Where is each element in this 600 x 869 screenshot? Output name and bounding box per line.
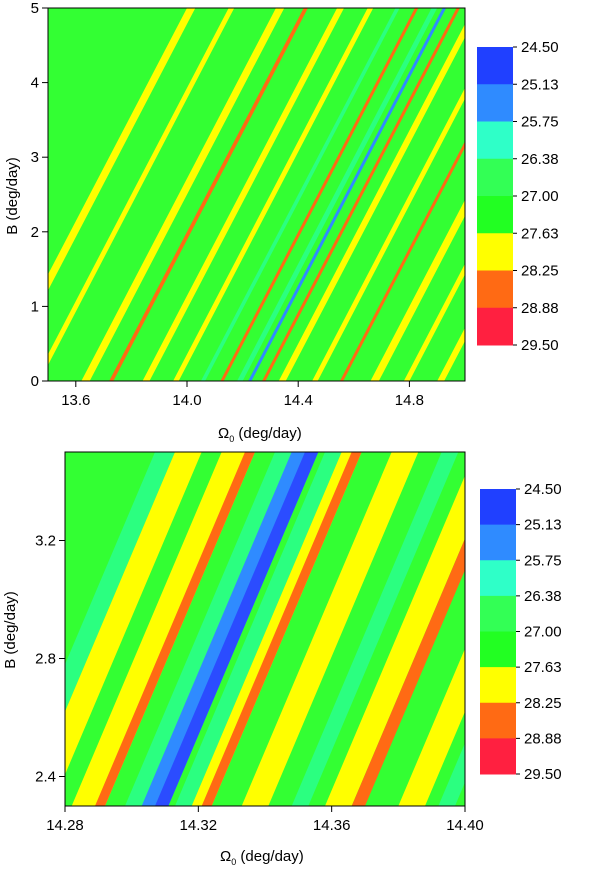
contour-band-14	[437, 327, 465, 381]
contour-band-5	[220, 8, 419, 381]
legend-level-label: 25.75	[524, 552, 562, 569]
legend-swatch	[477, 307, 513, 346]
bottom-plot-frame	[64, 451, 466, 807]
contour-band-7	[248, 8, 447, 381]
top-contour-panel: 13.6 14.0 14.4 14.8 0 1 2 3 4 5 Ω0 (deg/day) B (…	[4, 0, 559, 444]
contour-band-12	[370, 199, 465, 381]
legend-level-label: 28.25	[524, 695, 562, 712]
legend-level-label: 25.13	[524, 517, 562, 534]
legend-swatch	[480, 524, 516, 561]
x-tick-label: 13.6	[61, 392, 90, 409]
legend-swatch	[477, 158, 513, 197]
y-tick-label: 5	[31, 0, 39, 17]
contour-band-12	[325, 475, 465, 806]
contour-band-11	[291, 452, 459, 806]
legend-level-label: 25.75	[521, 114, 559, 131]
legend-swatch	[480, 489, 516, 526]
y-tick-label: 3.2	[35, 533, 56, 550]
legend-level-label: 27.00	[521, 188, 559, 205]
contour-band-11	[339, 141, 465, 381]
x-tick-label: 14.4	[284, 392, 313, 409]
contour-band-6	[155, 452, 319, 806]
top-contour-bands	[48, 8, 465, 381]
legend-level-label: 27.63	[521, 225, 559, 242]
legend-swatch	[480, 738, 516, 775]
legend-swatch	[480, 702, 516, 739]
legend-level-label: 28.88	[524, 730, 562, 747]
contour-band-13	[351, 538, 465, 806]
x-tick-label: 14.36	[313, 817, 351, 834]
legend-level-label: 28.88	[521, 300, 559, 317]
bottom-y-axis-label: B (deg/day)	[2, 591, 19, 669]
legend-level-label: 26.38	[521, 151, 559, 168]
bottom-contour-bands	[65, 452, 465, 806]
contour-band-1	[65, 452, 202, 775]
legend-swatch	[477, 121, 513, 160]
contour-band-1	[109, 8, 308, 381]
contour-band-14	[398, 648, 465, 806]
legend-level-label: 27.63	[524, 659, 562, 676]
y-tick-label: 1	[31, 298, 39, 315]
contour-band-6	[237, 8, 438, 381]
contour-band-13	[403, 263, 465, 381]
y-tick-label: 0	[31, 373, 39, 390]
legend-level-label: 29.50	[524, 766, 562, 783]
legend-swatch	[477, 47, 513, 85]
legend-swatch	[477, 233, 513, 271]
x-tick-label: 14.28	[46, 817, 84, 834]
y-tick-label: 2.4	[35, 769, 56, 786]
y-tick-label: 2.8	[35, 651, 56, 668]
top-y-axis-ticks: 0 1 2 3 4 5	[31, 0, 48, 390]
contour-band-8	[262, 8, 460, 381]
legend-level-label: 24.50	[521, 39, 559, 56]
contour-band-0	[81, 8, 285, 381]
legend-level-label: 29.50	[521, 337, 559, 354]
contour-band-7	[175, 452, 342, 806]
x-tick-label: 14.8	[395, 392, 424, 409]
contour-band-4	[125, 452, 295, 806]
bottom-y-axis-ticks: 2.4 2.8 3.2	[35, 533, 65, 786]
contour-band-16	[48, 8, 196, 291]
x-tick-label: 14.40	[446, 817, 484, 834]
legend-level-label: 25.13	[521, 76, 559, 93]
contour-band-4	[200, 8, 400, 381]
top-plot-frame	[47, 7, 466, 382]
top-x-axis-label: Ω0 (deg/day)	[218, 425, 302, 444]
top-color-legend: 24.50 25.13 25.75 26.38 27.00 27.63 28.25 28.88…	[477, 39, 559, 354]
contour-band-15	[438, 743, 465, 806]
y-tick-label: 4	[31, 75, 39, 92]
legend-swatch	[480, 560, 516, 597]
bottom-x-axis-ticks: 14.28 14.32 14.36 14.40	[46, 806, 484, 834]
legend-swatch	[480, 631, 516, 668]
x-tick-label: 14.0	[172, 392, 201, 409]
contour-band-10	[312, 87, 465, 381]
bottom-contour-panel: 14.28 14.32 14.36 14.40 2.4 2.8 3.2 Ω0 (deg/d…	[2, 451, 562, 867]
top-x-axis-ticks: 13.6 14.0 14.4 14.8	[61, 381, 424, 409]
x-tick-label: 14.32	[180, 817, 218, 834]
legend-swatch	[477, 196, 513, 234]
y-tick-label: 2	[31, 224, 39, 241]
legend-level-label: 27.00	[524, 624, 562, 641]
contour-band-9	[201, 452, 362, 806]
contour-band-3	[173, 8, 374, 381]
contour-band-3	[95, 452, 255, 806]
contour-band-15	[48, 8, 235, 366]
contour-band-2	[142, 8, 345, 381]
bottom-color-legend: 24.50 25.13 25.75 26.38 27.00 27.63 28.25 28.88…	[480, 481, 562, 783]
contour-band-9	[278, 23, 465, 381]
legend-swatch	[477, 84, 513, 122]
bottom-x-axis-label: Ω0 (deg/day)	[220, 848, 304, 867]
y-tick-label: 3	[31, 149, 39, 166]
contour-band-0	[65, 452, 175, 712]
legend-level-label: 26.38	[524, 588, 562, 605]
contour-band-10	[241, 452, 419, 806]
legend-swatch	[480, 595, 516, 632]
top-y-axis-label: B (deg/day)	[4, 157, 21, 235]
legend-level-label: 28.25	[521, 263, 559, 280]
legend-swatch	[480, 667, 516, 704]
legend-level-label: 24.50	[524, 481, 562, 498]
legend-swatch	[477, 270, 513, 309]
